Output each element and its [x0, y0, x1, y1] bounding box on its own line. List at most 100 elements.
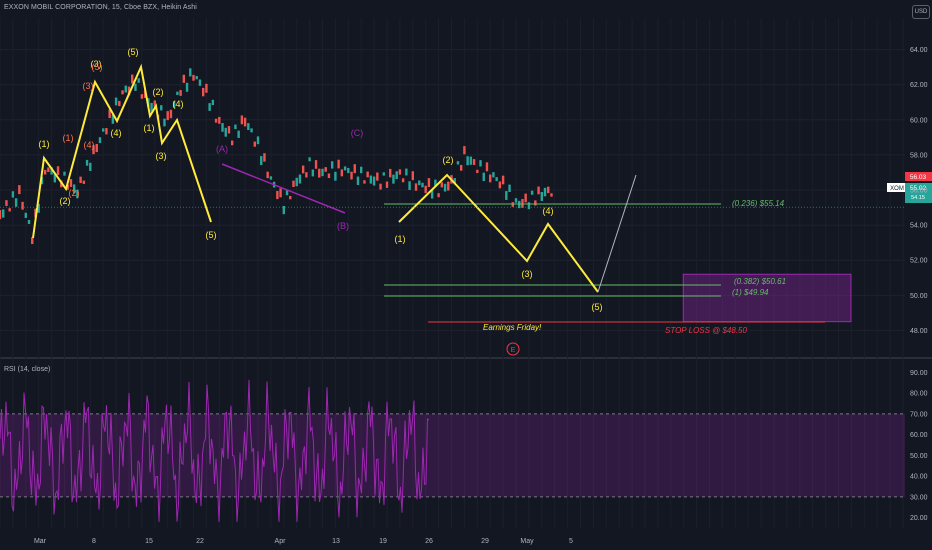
candle: [292, 180, 295, 187]
candle: [511, 202, 514, 207]
candle: [408, 181, 411, 190]
impulse-wave-label: (3): [91, 59, 102, 69]
candle: [18, 185, 21, 195]
rsi-tick-label: 70.00: [910, 411, 928, 418]
candle: [505, 191, 508, 200]
axis-labels: 48.00 50.00 52.00 54.00 56.00 58.00 60.00 62.00…: [34, 47, 928, 545]
candle: [76, 189, 79, 199]
candle: [337, 159, 340, 169]
candle: [440, 182, 444, 188]
candle: [318, 168, 321, 178]
current-price-tag: [905, 183, 932, 203]
candle: [11, 191, 15, 198]
candle: [301, 165, 305, 174]
candle: [453, 178, 456, 185]
candle: [118, 100, 121, 107]
candle: [395, 171, 398, 180]
candle: [266, 171, 269, 179]
candle: [92, 145, 95, 155]
time-tick-label: Mar: [34, 538, 47, 545]
rsi-tick-label: 60.00: [910, 432, 928, 439]
price-tick-label: 52.00: [910, 258, 928, 265]
target-zone-box: [682, 273, 852, 323]
rsi-panel: [0, 379, 905, 522]
fib-level-label: (1) $49.94: [732, 288, 769, 297]
candle: [324, 167, 327, 172]
time-tick-label: May: [520, 538, 534, 545]
candle: [492, 172, 495, 178]
candle: [240, 115, 244, 125]
candle: [221, 123, 224, 132]
candle: [163, 118, 166, 127]
candle: [31, 237, 34, 245]
candle: [372, 176, 376, 186]
earnings-label: Earnings Friday!: [483, 323, 542, 332]
candle: [231, 140, 234, 146]
candle: [472, 159, 476, 165]
candle: [411, 171, 414, 181]
impulse-wave-line: [32, 63, 212, 239]
candle: [469, 156, 473, 165]
candle: [227, 126, 231, 134]
candle: [485, 162, 489, 172]
impulse-wave-label: (2): [60, 196, 71, 206]
candle: [40, 176, 44, 185]
candle: [63, 171, 66, 176]
high-price-tag: [905, 172, 932, 181]
subwave-label: (2): [69, 188, 80, 198]
candle: [276, 190, 279, 200]
interval-label[interactable]: 15: [111, 4, 120, 11]
time-tick-label: 5: [569, 538, 573, 545]
projection-wave-line: [398, 173, 599, 293]
time-tick-label: Apr: [275, 538, 287, 545]
candle: [295, 177, 298, 187]
candle: [105, 128, 108, 135]
rsi-title[interactable]: RSI (14, close): [4, 366, 51, 373]
candle: [179, 90, 182, 96]
candle: [214, 118, 218, 123]
candle: [421, 182, 424, 188]
candle: [269, 176, 273, 180]
candle: [392, 174, 395, 184]
candle: [430, 189, 434, 199]
time-tick-label: 29: [481, 538, 489, 545]
candle: [379, 183, 382, 190]
candle: [330, 161, 334, 169]
symbol-title[interactable]: EXXON MOBIL CORPORATION: [4, 4, 108, 11]
candle: [95, 143, 98, 153]
currency-button[interactable]: USD: [912, 5, 930, 19]
candle: [134, 83, 137, 91]
candle: [498, 181, 502, 189]
candle: [182, 74, 186, 83]
candle: [369, 175, 373, 184]
rsi-tick-label: 90.00: [910, 370, 928, 377]
candle: [550, 193, 553, 197]
candle: [2, 209, 5, 218]
candle: [14, 198, 18, 207]
candle: [356, 176, 360, 186]
price-tick-label: 64.00: [910, 47, 928, 54]
candle: [224, 127, 227, 137]
candle: [521, 199, 524, 208]
candle: [27, 220, 31, 224]
chart-header[interactable]: EXXON MOBIL CORPORATION, 15, Cboe BZX, H…: [4, 4, 197, 11]
projection-extension-line: [597, 174, 637, 293]
candle: [8, 208, 11, 212]
price-tick-label: 48.00: [910, 328, 928, 335]
candle: [114, 97, 118, 106]
candle: [160, 105, 163, 111]
candle: [434, 179, 437, 187]
candle: [311, 169, 315, 177]
candle: [463, 146, 466, 155]
chart-style-label[interactable]: Heikin Ashi: [161, 4, 197, 11]
subwave-label: (5): [92, 62, 103, 72]
candle: [534, 200, 537, 206]
candle: [321, 168, 324, 177]
projection-wave-label: (1): [395, 234, 406, 244]
candle: [185, 82, 189, 92]
high-price-text: 56.03: [910, 174, 927, 181]
rsi-tick-label: 50.00: [910, 453, 928, 460]
candle: [456, 161, 460, 165]
price-tick-label: 62.00: [910, 82, 928, 89]
